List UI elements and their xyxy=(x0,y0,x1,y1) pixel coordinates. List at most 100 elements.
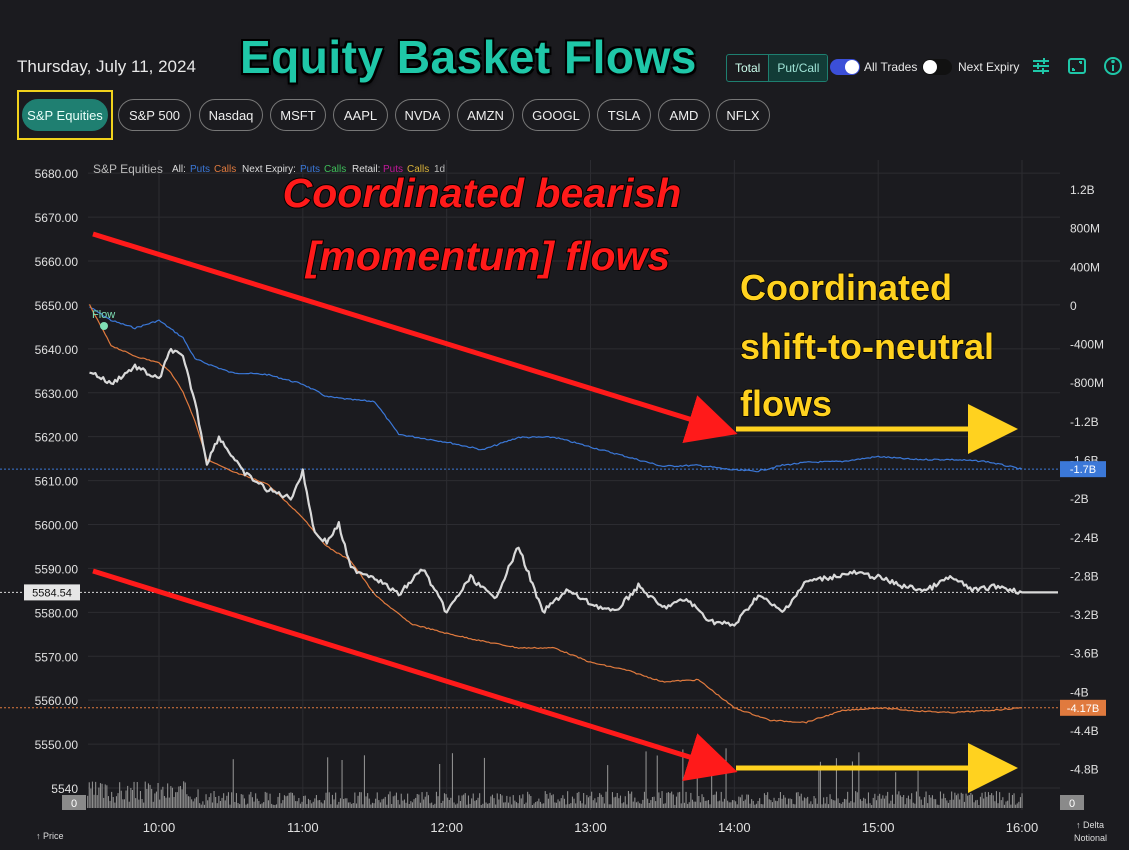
chart-title: S&P Equities xyxy=(93,162,163,176)
volume-bar xyxy=(904,804,906,808)
ticker-nasdaq[interactable]: Nasdaq xyxy=(199,99,263,131)
volume-bar xyxy=(995,791,997,808)
volume-bar xyxy=(687,803,689,808)
volume-bar xyxy=(659,798,661,808)
volume-bar xyxy=(887,791,889,808)
volume-bar xyxy=(403,799,405,808)
all-trades-switch[interactable] xyxy=(830,59,860,75)
volume-bar xyxy=(458,795,460,808)
toggle-putcall[interactable]: Put/Call xyxy=(768,55,828,81)
volume-bar xyxy=(517,803,519,808)
volume-bar xyxy=(123,799,125,808)
date-label: Thursday, July 11, 2024 xyxy=(17,57,196,76)
volume-bar xyxy=(739,797,741,808)
volume-bar xyxy=(927,803,929,808)
volume-bar xyxy=(277,796,279,808)
volume-bar xyxy=(547,798,549,808)
volume-bar xyxy=(117,793,119,808)
volume-bar xyxy=(655,801,657,808)
volume-bar xyxy=(234,802,236,808)
ticker-tsla[interactable]: TSLA xyxy=(597,99,651,131)
ticker-googl[interactable]: GOOGL xyxy=(522,99,590,131)
volume-bar xyxy=(167,783,169,808)
volume-bar xyxy=(344,798,346,808)
volume-bar xyxy=(981,792,983,808)
volume-bar xyxy=(591,791,593,808)
volume-bar xyxy=(352,803,354,808)
volume-bar xyxy=(429,803,431,808)
ticker-amd[interactable]: AMD xyxy=(658,99,710,131)
ticker-amzn[interactable]: AMZN xyxy=(457,99,514,131)
ticker-sp500[interactable]: S&P 500 xyxy=(118,99,191,131)
ticker-nflx[interactable]: NFLX xyxy=(716,99,770,131)
volume-bar xyxy=(989,795,991,808)
volume-bar xyxy=(322,803,324,808)
ticker-msft[interactable]: MSFT xyxy=(270,99,326,131)
volume-bar xyxy=(503,802,505,808)
volume-bar xyxy=(752,800,754,808)
volume-bar xyxy=(227,792,229,808)
volume-bar xyxy=(723,798,725,808)
volume-bar xyxy=(944,798,946,808)
flow-marker[interactable]: Flow xyxy=(92,309,115,330)
volume-bar xyxy=(770,800,772,808)
calls-last-tag-bg xyxy=(1060,699,1106,716)
volume-bar xyxy=(947,802,949,808)
volume-bar xyxy=(920,799,922,808)
volume-bar xyxy=(488,803,490,808)
volume-bar xyxy=(125,790,127,808)
next-expiry-switch[interactable] xyxy=(922,59,952,75)
volume-bar xyxy=(951,791,953,808)
volume-bar xyxy=(157,783,159,808)
volume-bar xyxy=(672,794,674,808)
ticker-aapl[interactable]: AAPL xyxy=(333,99,388,131)
volume-bar xyxy=(373,803,375,808)
volume-bar xyxy=(792,803,794,808)
toggle-total[interactable]: Total xyxy=(735,61,761,75)
switch-knob xyxy=(923,60,937,74)
volume-bar xyxy=(794,804,796,808)
flow-marker-dot[interactable] xyxy=(100,322,108,330)
sliders-icon[interactable] xyxy=(1030,56,1052,78)
volume-bar xyxy=(701,794,703,808)
total-putcall-toggle[interactable]: Total Put/Call xyxy=(726,54,829,82)
volume-bar xyxy=(501,795,503,808)
right-tick-label: -4.8B xyxy=(1070,763,1099,777)
volume-bar xyxy=(387,794,389,808)
volume-bar xyxy=(987,792,989,808)
volume-bar xyxy=(325,792,327,808)
info-icon[interactable] xyxy=(1102,56,1124,78)
volume-bar xyxy=(495,804,497,808)
volume-bar xyxy=(307,798,309,808)
volume-bar xyxy=(954,792,956,808)
volume-bar xyxy=(859,799,861,808)
volume-bar xyxy=(959,799,961,808)
volume-bar xyxy=(144,781,146,808)
volume-bar xyxy=(320,802,322,808)
volume-bar xyxy=(162,786,164,808)
volume-bar xyxy=(533,803,535,808)
volume-bar xyxy=(839,803,841,808)
volume-bar xyxy=(946,800,948,808)
volume-bar xyxy=(543,803,545,808)
volume-bar xyxy=(699,802,701,808)
volume-bar xyxy=(338,801,340,808)
volume-bar xyxy=(883,798,885,808)
ticker-sp-equities[interactable]: S&P Equities xyxy=(22,99,108,131)
flow-chart[interactable]: 10:00 11:00 12:00 13:00 14:00 15:00 16:00 5680.… xyxy=(0,150,1129,850)
volume-bar xyxy=(514,800,516,808)
volume-bar xyxy=(202,801,204,808)
volume-bar xyxy=(283,795,285,808)
volume-bar xyxy=(490,796,492,808)
volume-bar xyxy=(103,797,105,808)
ticker-nvda[interactable]: NVDA xyxy=(395,99,450,131)
delta-axis-caption-1: ↑ Delta xyxy=(1076,820,1104,830)
volume-bar xyxy=(696,763,698,808)
expand-icon[interactable] xyxy=(1066,56,1088,78)
volume-bar xyxy=(175,792,177,808)
volume-bar xyxy=(973,802,975,808)
volume-bar xyxy=(186,794,188,808)
volume-bar xyxy=(539,801,541,808)
volume-bar xyxy=(568,804,570,808)
volume-bar xyxy=(499,794,501,808)
